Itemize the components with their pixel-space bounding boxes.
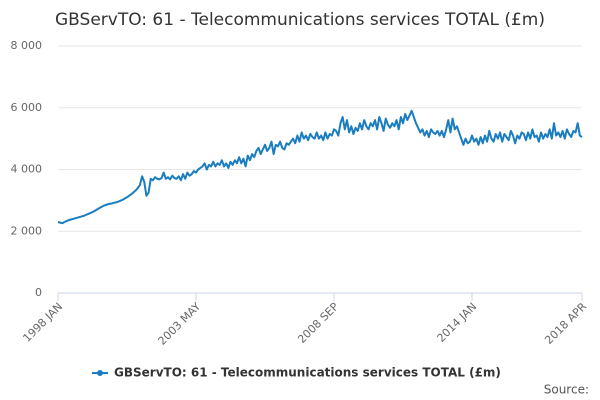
x-tick-label: 2003 MAY [156, 300, 204, 348]
y-tick-label: 6 000 [11, 101, 43, 114]
source-label: Source: [544, 383, 589, 397]
x-tick-label: 2018 APR [542, 300, 589, 347]
x-tick-label: 1998 JAN [20, 300, 65, 345]
y-tick-label: 8 000 [11, 39, 43, 52]
y-tick-label: 0 [35, 286, 42, 299]
chart-title: GBServTO: 61 - Telecommunications servic… [55, 10, 545, 30]
x-tick-label: 2014 JAN [435, 300, 480, 345]
x-tick-label: 2008 SEP [295, 300, 341, 346]
legend-marker [97, 370, 103, 376]
y-tick-label: 2 000 [11, 224, 43, 237]
y-tick-label: 4 000 [11, 163, 43, 176]
series-line [57, 109, 583, 225]
legend-label: GBServTO: 61 - Telecommunications servic… [114, 366, 501, 380]
